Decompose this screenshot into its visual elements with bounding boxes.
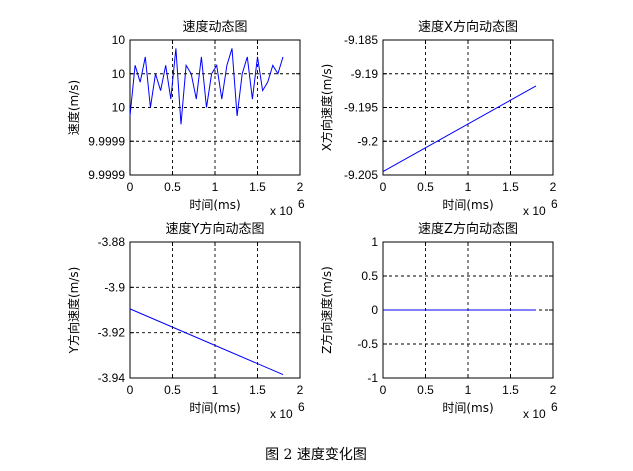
y-tick-label: -3.94 (98, 371, 126, 385)
y-tick-label: -9.19 (351, 67, 379, 81)
y-tick-label: 9.9999 (88, 168, 125, 182)
x-tick-label: 1.5 (249, 383, 266, 397)
x-tick-label: 1.5 (502, 180, 519, 194)
y-tick-label: -9.205 (344, 168, 378, 182)
series-line-1 (129, 48, 284, 125)
x-tick-label: 1 (212, 180, 219, 194)
x-tick-label: 1 (212, 383, 219, 397)
x-axis-label: 时间(ms) (189, 401, 240, 415)
x-tick-label: 0.5 (417, 180, 434, 194)
y-tick-label: -0.5 (357, 337, 378, 351)
y-tick-label: -3.88 (98, 235, 126, 249)
x-tick-label: 0.5 (417, 383, 434, 397)
series-line-1 (382, 85, 537, 173)
x-tick-label: 1.5 (249, 180, 266, 194)
y-axis-label: Y方向速度(m/s) (66, 267, 81, 355)
y-tick-label: 0.5 (361, 269, 378, 283)
chart-title: 速度Y方向动态图 (166, 221, 265, 237)
figure-caption: 图 2 速度变化图 (265, 447, 367, 463)
x-tick-label: 0 (380, 383, 387, 397)
y-tick-label: 10 (112, 101, 126, 115)
y-tick-label: 10 (112, 67, 126, 81)
x-axis-label: 时间(ms) (442, 198, 493, 212)
x-tick-label: 2 (297, 180, 304, 194)
x-exponent-power: 6 (298, 197, 305, 211)
y-tick-label: 1 (371, 235, 378, 249)
x-tick-label: 0 (380, 180, 387, 194)
chart-title: 速度动态图 (182, 19, 247, 35)
x-tick-label: 2 (297, 383, 304, 397)
x-tick-label: 1.5 (502, 383, 519, 397)
y-tick-label: -9.2 (357, 134, 378, 148)
y-axis-label: X方向速度(m/s) (319, 64, 334, 152)
y-tick-label: -9.185 (344, 33, 378, 47)
y-axis-label: Z方向速度(m/s) (319, 266, 334, 354)
y-tick-label: -3.92 (98, 326, 126, 340)
x-tick-label: 0.5 (164, 383, 181, 397)
x-exponent-power: 6 (551, 400, 558, 414)
x-exponent-power: 6 (298, 400, 305, 414)
x-exponent-label: x 10 (270, 407, 293, 421)
series-line-1 (129, 308, 284, 376)
x-axis-label: 时间(ms) (189, 198, 240, 212)
y-tick-label: 9.9999 (88, 134, 125, 148)
x-tick-label: 0 (127, 383, 134, 397)
chart-title: 速度X方向动态图 (418, 19, 518, 35)
x-axis-label: 时间(ms) (442, 401, 493, 415)
chart-title: 速度Z方向动态图 (418, 221, 518, 237)
y-tick-label: 0 (371, 303, 378, 317)
x-tick-label: 2 (550, 180, 557, 194)
x-exponent-label: x 10 (270, 204, 293, 218)
x-tick-label: 2 (550, 383, 557, 397)
x-tick-label: 0.5 (164, 180, 181, 194)
x-exponent-label: x 10 (523, 204, 546, 218)
y-tick-label: -1 (367, 371, 378, 385)
y-tick-label: 10 (112, 33, 126, 47)
y-axis-label: 速度(m/s) (66, 80, 81, 135)
chart-panel-2: 0 0.5 1 1.5 2 -9.205 -9.2 -9.195 -9.19 -9.185 速度X方… (319, 19, 558, 218)
x-tick-label: 0 (127, 180, 134, 194)
x-tick-label: 1 (465, 180, 472, 194)
y-tick-label: -3.9 (104, 280, 125, 294)
y-tick-label: -9.195 (344, 101, 378, 115)
chart-panel-3: 0 0.5 1 1.5 2 -3.94 -3.92 -3.9 -3.88 速度Y方向动态图时间(m… (66, 221, 305, 421)
x-tick-label: 1 (465, 383, 472, 397)
x-exponent-power: 6 (551, 197, 558, 211)
x-exponent-label: x 10 (523, 407, 546, 421)
